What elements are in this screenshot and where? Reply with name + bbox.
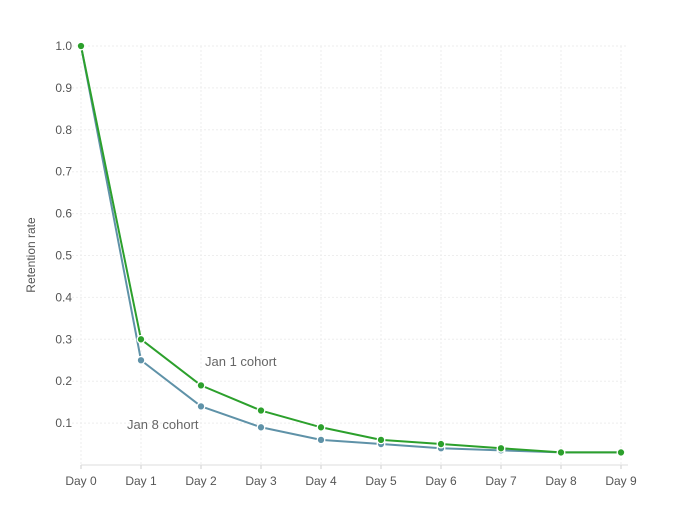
series-label-jan1: Jan 1 cohort (205, 354, 277, 369)
y-tick-label: 0.8 (55, 123, 72, 137)
y-tick-label: 0.7 (55, 165, 72, 179)
y-tick-label: 0.9 (55, 81, 72, 95)
x-tick-labels: Day 0 Day 1 Day 2 Day 3 Day 4 Day 5 Day 6 Day 7… (65, 474, 637, 488)
series (76, 41, 626, 457)
y-tick-label: 0.3 (55, 332, 72, 346)
y-tick-label: 0.6 (55, 207, 72, 221)
data-point-jan8[interactable] (136, 355, 146, 365)
y-tick-label: 1.0 (55, 39, 72, 53)
x-tick-label: Day 0 (65, 474, 97, 488)
x-tick-label: Day 2 (185, 474, 217, 488)
series-line-jan1 (80, 45, 621, 454)
data-point-jan1[interactable] (196, 380, 206, 390)
data-point-jan1[interactable] (496, 443, 506, 453)
data-point-jan1[interactable] (376, 435, 386, 445)
x-tick-label: Day 7 (485, 474, 517, 488)
series-line-jan8 (80, 45, 621, 454)
y-tick-label: 0.4 (55, 290, 72, 304)
x-tick-label: Day 3 (245, 474, 277, 488)
y-tick-label: 0.1 (55, 416, 72, 430)
y-axis-title: Retention rate (24, 217, 38, 293)
data-point-jan1[interactable] (556, 447, 566, 457)
data-point-jan1[interactable] (616, 447, 626, 457)
data-point-jan8[interactable] (316, 435, 326, 445)
x-tick-label: Day 6 (425, 474, 457, 488)
x-tick-label: Day 8 (545, 474, 577, 488)
data-point-jan1[interactable] (76, 41, 86, 51)
x-tick-label: Day 9 (605, 474, 637, 488)
grid (72, 45, 628, 469)
x-tick-label: Day 1 (125, 474, 157, 488)
data-point-jan8[interactable] (196, 401, 206, 411)
y-tick-label: 0.2 (55, 374, 72, 388)
data-point-jan8[interactable] (256, 422, 266, 432)
x-tick-label: Day 4 (305, 474, 337, 488)
y-tick-labels: 1.0 0.9 0.8 0.7 0.6 0.5 0.4 0.3 0.2 0.1 (55, 39, 72, 430)
data-point-jan1[interactable] (136, 334, 146, 344)
x-tick-label: Day 5 (365, 474, 397, 488)
data-point-jan1[interactable] (256, 406, 266, 415)
data-point-jan1[interactable] (436, 439, 446, 449)
y-tick-label: 0.5 (55, 249, 72, 263)
series-label-jan8: Jan 8 cohort (127, 417, 199, 432)
data-point-jan1[interactable] (316, 422, 326, 432)
